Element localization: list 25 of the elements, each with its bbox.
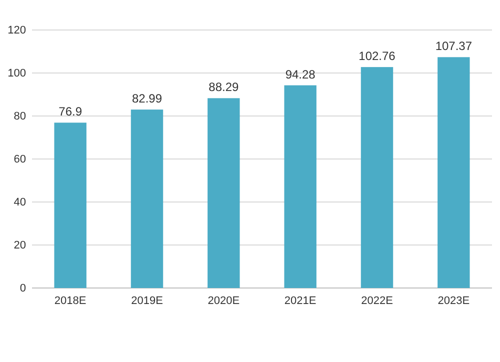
x-tick-label: 2020E	[208, 294, 240, 307]
bar	[208, 98, 240, 288]
x-tick-label: 2019E	[131, 294, 163, 307]
data-label: 88.29	[208, 80, 240, 94]
y-tick-label: 100	[8, 68, 26, 80]
y-tick-label: 40	[14, 196, 26, 209]
bar	[54, 122, 86, 288]
data-label: 102.76	[358, 49, 396, 64]
y-tick-label: 20	[14, 240, 26, 252]
y-tick-label: 0	[20, 282, 26, 295]
x-tick-label: 2018E	[54, 294, 86, 307]
bar	[130, 110, 164, 288]
x-tick-label: 2021E	[284, 294, 316, 307]
bar	[438, 57, 470, 288]
bar	[360, 67, 394, 288]
data-label: 94.28	[285, 67, 316, 82]
x-tick-label: 2023E	[438, 294, 470, 307]
data-label: 76.9	[58, 104, 82, 119]
y-tick-label: 80	[14, 110, 26, 123]
x-tick-label: 2022E	[361, 294, 393, 307]
y-tick-label: 60	[14, 154, 26, 166]
data-label: 82.99	[132, 92, 162, 106]
data-label: 107.37	[435, 39, 472, 54]
y-tick-label: 120	[8, 24, 26, 37]
bar	[284, 85, 316, 288]
